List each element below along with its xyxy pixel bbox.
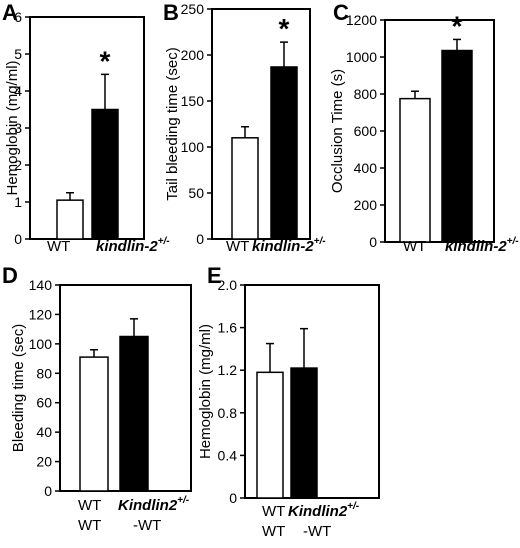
y-tick-label: 100 [29, 336, 53, 352]
y-tick-label: 3 [14, 120, 22, 136]
category-label-line2: -WT [133, 517, 161, 534]
y-tick-label: 50 [188, 185, 204, 201]
category-label: WT [262, 503, 285, 520]
y-tick-label: 0.4 [218, 447, 238, 463]
y-tick-label: 1.6 [218, 320, 238, 336]
y-tick-label: 40 [36, 424, 52, 440]
y-tick-label: 0 [229, 490, 237, 506]
category-label-line2: -WT [303, 523, 331, 540]
bar [119, 335, 149, 492]
y-tick-label: 1 [14, 194, 22, 210]
category-label: WT [403, 238, 426, 255]
y-tick-label: 140 [29, 277, 53, 293]
y-tick-label: 100 [181, 139, 205, 155]
category-label: WT [78, 497, 101, 514]
significance-mark: * [452, 10, 463, 41]
panel-c: C 0 200 400 600 800 1000 1200 Occlusion Time (s)… [329, 0, 519, 255]
category-label: kindlin-2+/- [252, 236, 326, 255]
bar [91, 108, 119, 240]
panel-letter: A [2, 0, 18, 25]
category-label: kindlin-2+/- [96, 236, 170, 255]
y-tick-label: 0.8 [218, 405, 238, 421]
y-tick-label: 4 [14, 83, 22, 99]
panel-letter: E [207, 263, 222, 288]
category-label: kindlin-2+/- [445, 236, 519, 255]
y-tick-label: 60 [36, 395, 52, 411]
panel-a: A 0 1 2 3 4 5 6 Hemoglobin (mg/ml) * WT kindlin-2+/… [2, 0, 170, 255]
category-label-line2: WT [262, 523, 285, 540]
y-tick-label: 120 [29, 306, 53, 322]
bar [290, 367, 318, 499]
y-axis-label: Tail bleeding time (sec) [164, 47, 181, 200]
bar [441, 49, 473, 243]
bar [231, 137, 259, 240]
y-tick-label: 0 [196, 231, 204, 247]
category-label: Kindlin2+/- [288, 501, 360, 520]
bar [256, 371, 284, 499]
y-tick-label: 6 [14, 9, 22, 25]
panel-letter: B [163, 0, 179, 25]
bar [270, 66, 298, 240]
panel-letter: C [333, 0, 349, 25]
bar [56, 199, 84, 240]
y-axis-label: Occlusion Time (s) [329, 69, 346, 193]
y-tick-label: 0 [369, 234, 377, 250]
y-tick-label: 2 [14, 157, 22, 173]
significance-mark: * [100, 45, 111, 76]
y-tick-label: 1.2 [218, 362, 238, 378]
y-tick-label: 200 [354, 197, 378, 213]
y-tick-label: 1000 [346, 49, 377, 65]
y-tick-label: 2.0 [218, 277, 238, 293]
category-label-line2: WT [78, 517, 101, 534]
y-tick-label: 1200 [346, 12, 377, 28]
y-tick-label: 150 [181, 93, 205, 109]
category-label: WT [226, 238, 249, 255]
plot-frame [29, 16, 145, 240]
y-tick-label: 20 [36, 454, 52, 470]
y-tick-label: 0 [44, 483, 52, 499]
y-tick-label: 0 [14, 231, 22, 247]
y-axis-label: Hemoglobin (mg/ml) [197, 324, 214, 459]
y-axis-label: Hemoglobin (mg/ml) [4, 60, 21, 195]
y-tick-label: 250 [181, 1, 205, 17]
panel-e: E 0 0.4 0.8 1.2 1.6 2.0 Hemoglobin (mg/ml) WT WTK… [197, 263, 380, 540]
y-tick-label: 200 [181, 47, 205, 63]
category-label: WT [47, 238, 70, 255]
panel-d: D 0 20 40 60 80 100 120 140 Bleeding time (sec) WT… [2, 263, 192, 534]
panel-b: B 0 50 100 150 200 250 Tail bleeding time (sec)… [163, 0, 326, 255]
y-tick-label: 80 [36, 365, 52, 381]
category-label: Kindlin2+/- [118, 495, 190, 514]
y-tick-label: 5 [14, 46, 22, 62]
y-tick-label: 600 [354, 123, 378, 139]
y-tick-label: 800 [354, 86, 378, 102]
bar [399, 97, 431, 243]
panel-letter: D [2, 263, 18, 288]
bar [79, 356, 109, 492]
y-tick-label: 400 [354, 160, 378, 176]
plot-frame [211, 8, 311, 240]
significance-mark: * [279, 13, 290, 44]
y-axis-label: Bleeding time (sec) [10, 324, 27, 452]
